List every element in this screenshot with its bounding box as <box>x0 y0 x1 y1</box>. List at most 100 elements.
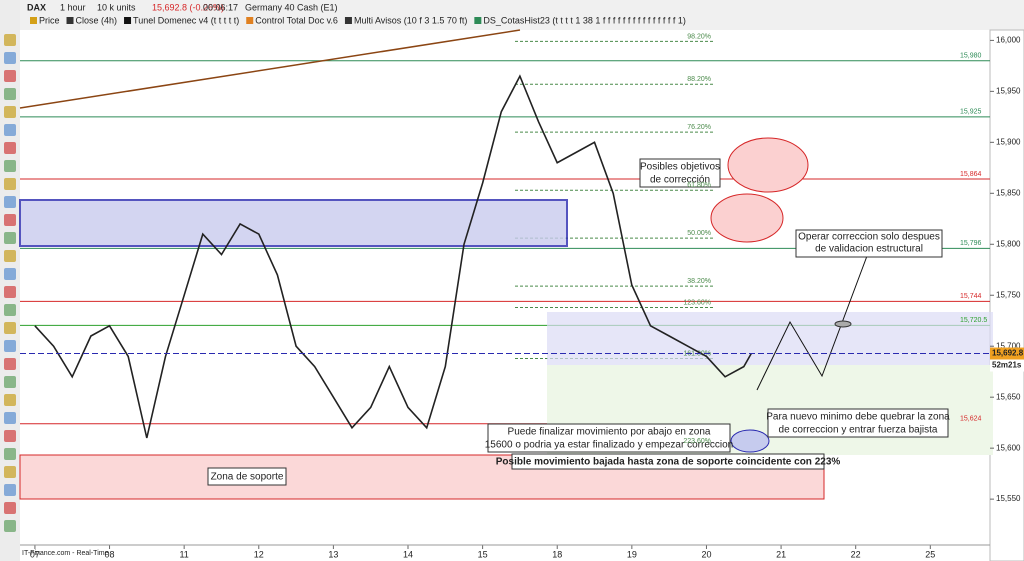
level-label: 15,744 <box>960 293 982 300</box>
symbol[interactable]: DAX <box>27 2 46 12</box>
fib-label: 98.20% <box>687 33 711 40</box>
target-ellipse <box>710 193 784 243</box>
fib-label: 123.60% <box>683 299 711 306</box>
note: Posibles objetivos <box>640 162 720 173</box>
indicator-swatch <box>246 17 254 24</box>
y-tick-label: 15,750 <box>996 290 1021 299</box>
note: Puede finalizar movimiento por abajo en … <box>508 427 711 438</box>
tool-icon <box>4 358 16 370</box>
price-axis <box>989 29 1024 561</box>
price-tag-label: 15,692.8 <box>992 349 1024 358</box>
note: Posible movimiento bajada hasta zona de … <box>496 457 841 468</box>
y-tick-label: 15,700 <box>996 341 1021 350</box>
note: Zona de soporte <box>211 472 284 483</box>
tool-icon <box>4 502 16 514</box>
tool-icon <box>4 394 16 406</box>
note: de validacion estructural <box>815 244 923 255</box>
tool-icon <box>4 160 16 172</box>
note: Para nuevo minimo debe quebrar la zona <box>766 412 950 423</box>
x-tick-label: 21 <box>776 549 786 559</box>
x-tick-label: 11 <box>179 549 188 559</box>
level-label: 15,624 <box>960 416 982 423</box>
indicator-swatch <box>344 17 352 24</box>
level-label: 15,796 <box>960 240 982 247</box>
correction-zone <box>547 312 993 365</box>
x-tick-label: 13 <box>328 549 338 559</box>
note: Operar correccion solo despues <box>798 232 940 243</box>
tool-icon <box>4 214 16 226</box>
note-box <box>511 453 825 470</box>
timeframe[interactable]: 1 hour <box>60 2 86 12</box>
tool-icon <box>4 34 16 46</box>
y-tick-label: 15,600 <box>996 443 1021 452</box>
note: de corrección <box>650 175 710 186</box>
tool-icon <box>4 52 16 64</box>
tool-icon <box>4 430 16 442</box>
tool-icon <box>4 88 16 100</box>
quote: 15,692.8 (-0.26%) <box>152 2 224 12</box>
x-tick-label: 22 <box>851 549 861 559</box>
range-box <box>19 199 568 247</box>
instrument: Germany 40 Cash (E1) <box>245 2 338 12</box>
tool-icon <box>4 250 16 262</box>
note-box <box>795 229 943 258</box>
indicator-swatch <box>66 17 74 24</box>
tool-icon <box>4 106 16 118</box>
x-tick-label: 19 <box>627 549 637 559</box>
price-tag <box>990 347 1024 360</box>
note-box <box>767 408 949 438</box>
y-tick-label: 15,650 <box>996 392 1021 401</box>
note: de correccion y entrar fuerza bajista <box>779 425 938 436</box>
level-label: 15,980 <box>960 53 982 60</box>
y-tick-label: 15,550 <box>996 494 1021 503</box>
timer: 00:06:17 <box>203 2 238 12</box>
y-tick-label: 15,950 <box>996 86 1021 95</box>
tool-icon <box>4 520 16 532</box>
tool-icon <box>4 196 16 208</box>
indicator: Tunel Domenec v4 (t t t t t) <box>133 15 239 25</box>
tool-icon <box>4 286 16 298</box>
note: 15600 o podria ya estar finalizado y emp… <box>485 440 733 451</box>
trendline <box>19 29 521 109</box>
y-tick-label: 16,000 <box>996 35 1021 44</box>
x-tick-label: 18 <box>552 549 562 559</box>
projection-arrow <box>756 255 868 391</box>
level-label: 15,720.5 <box>960 317 987 324</box>
price-line <box>34 74 752 439</box>
level-label: 15,864 <box>960 171 982 178</box>
x-tick-label: 14 <box>403 549 413 559</box>
tool-icon <box>4 142 16 154</box>
x-tick-label: 08 <box>105 549 115 559</box>
indicator-swatch <box>474 17 482 24</box>
units[interactable]: 10 k units <box>97 2 136 12</box>
indicator-swatch <box>124 17 132 24</box>
tool-icon <box>4 412 16 424</box>
note-box <box>207 467 287 486</box>
indicator-swatch <box>30 17 37 24</box>
tool-icon <box>4 268 16 280</box>
x-tick-label: 15 <box>478 549 488 559</box>
indicator: Price <box>39 15 60 25</box>
tool-icon <box>4 232 16 244</box>
tool-icon <box>4 448 16 460</box>
indicator: Control Total Doc v.6 <box>255 15 338 25</box>
tool-icon <box>4 484 16 496</box>
tool-icon <box>4 178 16 190</box>
note-box <box>487 423 731 453</box>
x-tick-label: 12 <box>254 549 264 559</box>
fib-label: 38.20% <box>687 278 711 285</box>
indicator: Close (4h) <box>76 15 118 25</box>
countdown-tag <box>990 359 1024 372</box>
fib-label: 223.60% <box>683 438 711 445</box>
fib-label: 76.20% <box>687 124 711 131</box>
indicator: Multi Avisos (10 f 3 1.5 70 ft) <box>354 15 467 25</box>
tool-icon <box>4 304 16 316</box>
note-box <box>639 158 721 188</box>
y-tick-label: 15,800 <box>996 239 1021 248</box>
tool-icon <box>4 466 16 478</box>
y-tick-label: 15,850 <box>996 188 1021 197</box>
x-tick-label: 20 <box>701 549 711 559</box>
tool-icon <box>4 322 16 334</box>
countdown-label: 52m21s <box>992 361 1022 370</box>
target-ellipse <box>730 429 770 453</box>
